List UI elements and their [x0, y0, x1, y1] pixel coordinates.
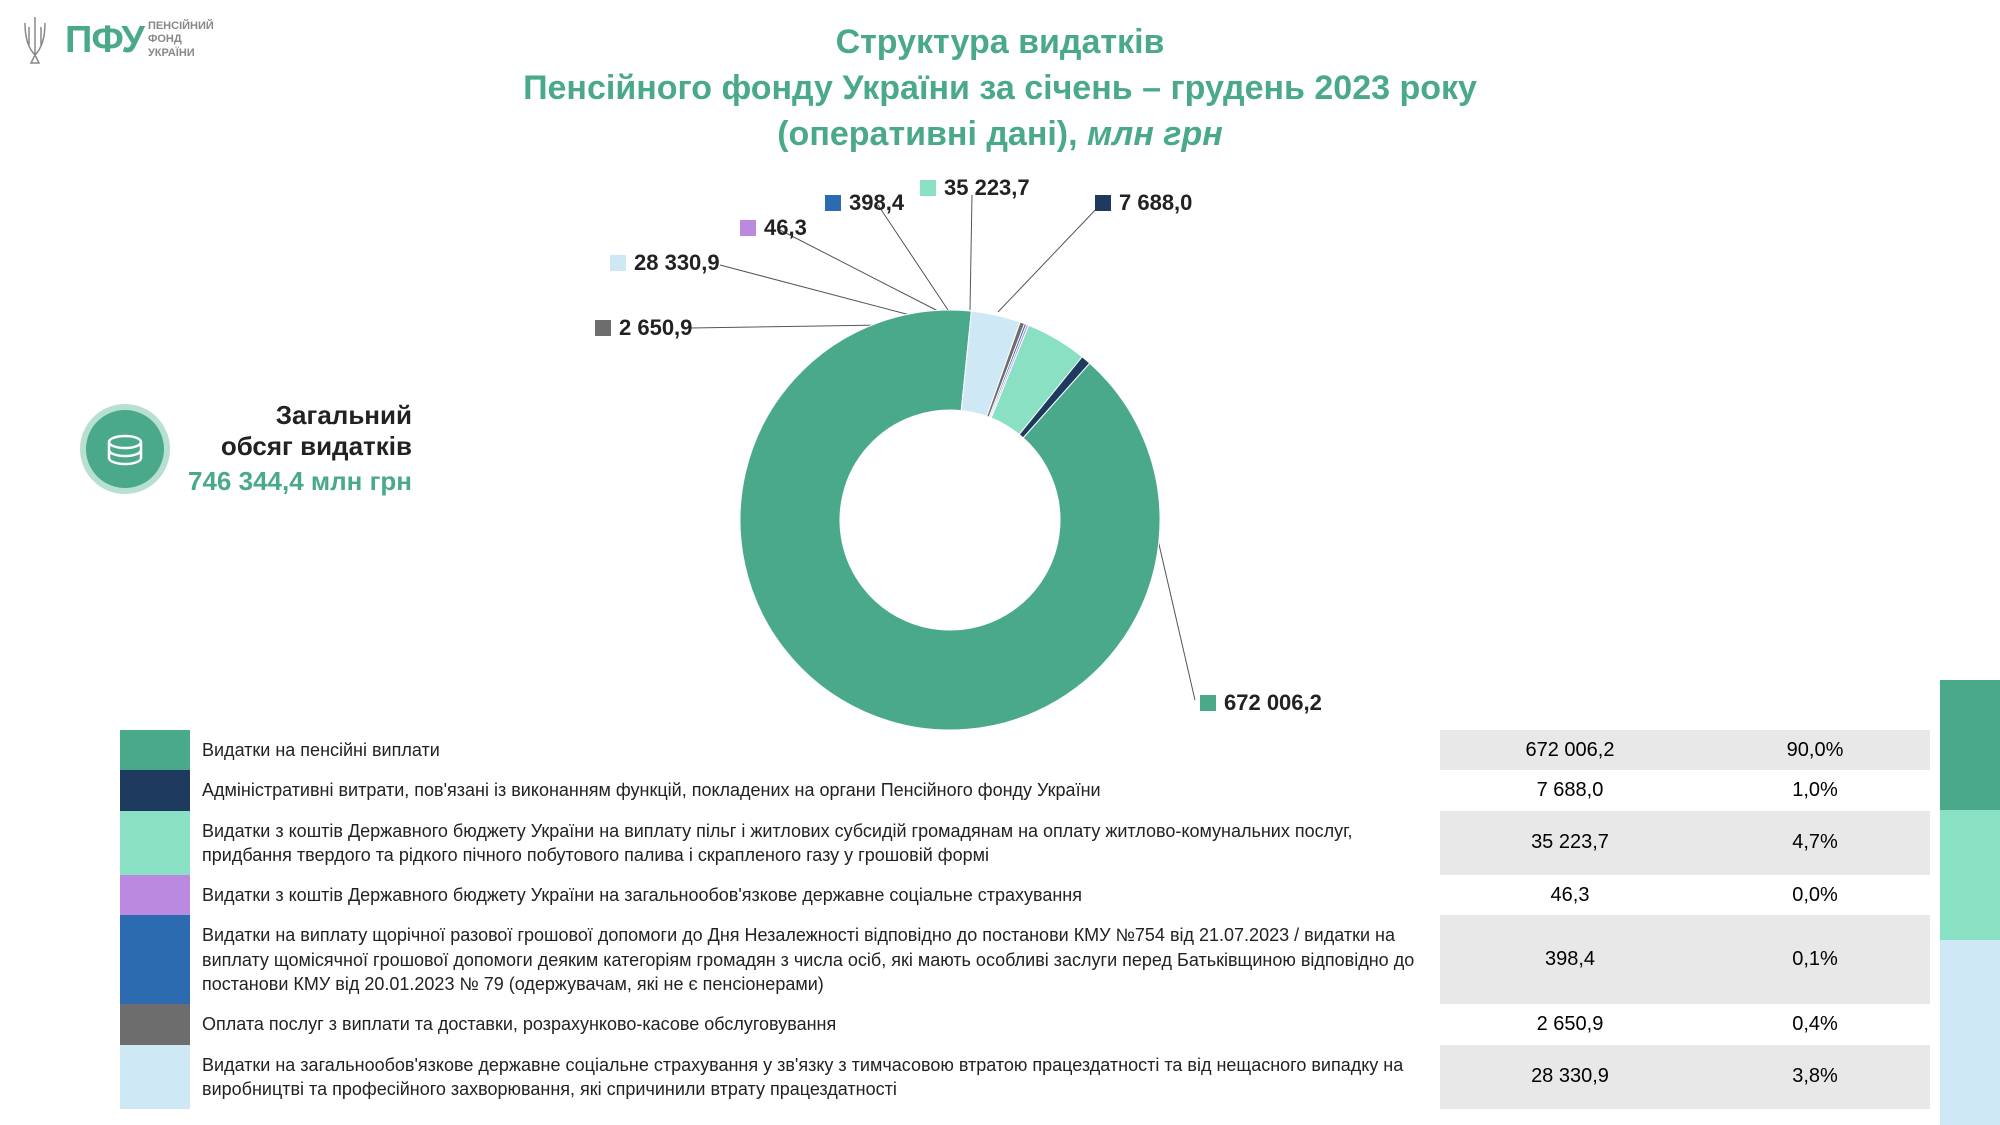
callout-label: 2 650,9 — [595, 315, 692, 341]
legend-description: Видатки на пенсійні виплати — [190, 730, 1440, 770]
legend-row: Видатки з коштів Державного бюджету Укра… — [120, 875, 1930, 915]
page-title: Структура видатків Пенсійного фонду Укра… — [523, 20, 1477, 158]
title-line-1: Структура видатків — [523, 20, 1477, 66]
title-line-3b: млн грн — [1078, 115, 1223, 153]
legend-value: 35 223,7 — [1440, 811, 1700, 876]
legend-row: Видатки на виплату щорічної разової грош… — [120, 915, 1930, 1004]
legend-description: Видатки з коштів Державного бюджету Укра… — [190, 875, 1440, 915]
legend-value: 7 688,0 — [1440, 770, 1700, 810]
callout-value: 7 688,0 — [1119, 190, 1192, 216]
logo-sub-3: УКРАЇНИ — [148, 47, 214, 60]
callout-value: 35 223,7 — [944, 175, 1030, 201]
legend-color-swatch — [120, 770, 190, 810]
logo-text: ПФУ — [65, 19, 144, 62]
legend-color-swatch — [120, 915, 190, 1004]
leader-line — [720, 265, 910, 315]
legend-value: 398,4 — [1440, 915, 1700, 1004]
legend-description: Видатки на загальнообов'язкове державне … — [190, 1045, 1440, 1110]
leader-line — [878, 205, 948, 310]
legend-percent: 0,0% — [1700, 875, 1930, 915]
legend-percent: 0,1% — [1700, 915, 1930, 1004]
total-value: 746 344,4 млн грн — [188, 466, 412, 497]
leader-line — [1158, 540, 1195, 700]
leader-line — [780, 230, 938, 311]
side-bar — [1940, 680, 2000, 810]
legend-color-swatch — [120, 730, 190, 770]
callout-label: 7 688,0 — [1095, 190, 1192, 216]
leader-line — [998, 205, 1100, 312]
legend-color-swatch — [120, 1004, 190, 1044]
donut-slice — [740, 310, 1160, 730]
callout-label: 46,3 — [740, 215, 807, 241]
legend-description: Видатки з коштів Державного бюджету Укра… — [190, 811, 1440, 876]
leader-line — [970, 195, 972, 310]
callout-color-square — [825, 195, 841, 211]
legend-percent: 90,0% — [1700, 730, 1930, 770]
callout-label: 398,4 — [825, 190, 904, 216]
side-bar — [1940, 940, 2000, 1125]
legend-color-swatch — [120, 875, 190, 915]
coins-icon — [80, 404, 170, 494]
logo-sub-2: ФОНД — [148, 33, 214, 46]
callout-value: 398,4 — [849, 190, 904, 216]
title-line-3: (оперативні дані), млн грн — [523, 112, 1477, 158]
legend-percent: 3,8% — [1700, 1045, 1930, 1110]
logo-subtitle: ПЕНСІЙНИЙ ФОНД УКРАЇНИ — [148, 20, 214, 60]
callout-color-square — [595, 320, 611, 336]
legend-row: Адміністративні витрати, пов'язані із ви… — [120, 770, 1930, 810]
callout-color-square — [740, 220, 756, 236]
total-box: Загальний обсяг видатків 746 344,4 млн г… — [80, 400, 412, 497]
callout-label: 35 223,7 — [920, 175, 1030, 201]
callout-value: 672 006,2 — [1224, 690, 1322, 716]
callout-value: 2 650,9 — [619, 315, 692, 341]
legend-value: 46,3 — [1440, 875, 1700, 915]
callout-label: 672 006,2 — [1200, 690, 1322, 716]
callout-label: 28 330,9 — [610, 250, 720, 276]
legend-row: Оплата послуг з виплати та доставки, роз… — [120, 1004, 1930, 1044]
legend-description: Оплата послуг з виплати та доставки, роз… — [190, 1004, 1440, 1044]
legend-row: Видатки на загальнообов'язкове державне … — [120, 1045, 1930, 1110]
trident-icon — [15, 15, 55, 65]
callout-color-square — [1200, 695, 1216, 711]
legend-description: Адміністративні витрати, пов'язані із ви… — [190, 770, 1440, 810]
legend-description: Видатки на виплату щорічної разової грош… — [190, 915, 1440, 1004]
legend-percent: 0,4% — [1700, 1004, 1930, 1044]
total-text: Загальний обсяг видатків 746 344,4 млн г… — [188, 400, 412, 497]
legend-value: 672 006,2 — [1440, 730, 1700, 770]
legend-percent: 4,7% — [1700, 811, 1930, 876]
legend-percent: 1,0% — [1700, 770, 1930, 810]
logo-area: ПФУ ПЕНСІЙНИЙ ФОНД УКРАЇНИ — [15, 15, 214, 65]
legend-color-swatch — [120, 1045, 190, 1110]
donut-svg — [740, 310, 1160, 730]
legend-value: 28 330,9 — [1440, 1045, 1700, 1110]
side-bar — [1940, 810, 2000, 940]
callout-value: 28 330,9 — [634, 250, 720, 276]
legend-table: Видатки на пенсійні виплати672 006,290,0… — [120, 730, 1930, 1109]
title-line-2: Пенсійного фонду України за січень – гру… — [523, 66, 1477, 112]
legend-value: 2 650,9 — [1440, 1004, 1700, 1044]
callout-value: 46,3 — [764, 215, 807, 241]
total-label-1: Загальний — [188, 400, 412, 431]
logo-sub-1: ПЕНСІЙНИЙ — [148, 20, 214, 33]
callout-color-square — [1095, 195, 1111, 211]
legend-row: Видатки на пенсійні виплати672 006,290,0… — [120, 730, 1930, 770]
title-line-3a: (оперативні дані), — [777, 115, 1077, 153]
callout-color-square — [610, 255, 626, 271]
donut-chart: 672 006,2 7 688,0 35 223,7 46,3 398,4 2 650,9… — [540, 160, 1440, 740]
legend-color-swatch — [120, 811, 190, 876]
legend-row: Видатки з коштів Державного бюджету Укра… — [120, 811, 1930, 876]
total-label-2: обсяг видатків — [188, 431, 412, 462]
callout-color-square — [920, 180, 936, 196]
